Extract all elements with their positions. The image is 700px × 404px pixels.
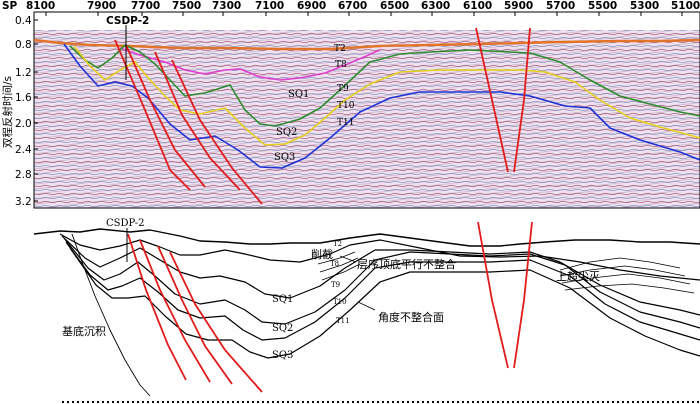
interp-horizon-t11 — [69, 247, 700, 359]
interpretation-labels: T2 T8 T9 T10 T11 SQ1 SQ2 SQ3 基底沉积 削截 层序顶… — [62, 240, 600, 361]
seafloor-line — [33, 228, 700, 247]
seismic-faults — [114, 27, 531, 205]
interp-fault — [157, 245, 233, 385]
sp-tick-label: 5500 — [588, 0, 617, 12]
sp-tick-label: 5700 — [546, 0, 575, 12]
time-tick-label: 1.6 — [15, 92, 32, 104]
time-tick-label: 2.4 — [15, 144, 32, 156]
seismic-section-panel — [33, 11, 700, 209]
note-onlap-pinchout: 上超尖灭 — [556, 269, 600, 283]
sp-tick-label: 6900 — [297, 0, 326, 12]
note-basement: 基底沉积 — [62, 324, 106, 338]
seismic-fault — [154, 51, 241, 191]
label-t10: T10 — [337, 101, 355, 111]
interpretation-well: CSDP-2 — [106, 218, 144, 262]
onlap-line — [559, 257, 681, 271]
interp-fault — [169, 251, 263, 393]
truncation-line — [317, 251, 356, 265]
sp-tick-label: 7500 — [172, 0, 201, 12]
interp-horizon-t9 — [63, 237, 700, 329]
label-t8: T8 — [335, 60, 347, 70]
sp-tick-label: 6300 — [421, 0, 450, 12]
sp-tick-label: 5900 — [504, 0, 533, 12]
note-truncation: 削截 — [311, 247, 333, 261]
interp-label-sq1: SQ1 — [272, 294, 293, 305]
seismic-fault — [475, 27, 509, 173]
interp-well-label: CSDP-2 — [106, 218, 144, 229]
label-sq3: SQ3 — [274, 152, 295, 163]
sp-tick-label: 5300 — [630, 0, 659, 12]
sp-tick-label: 6100 — [463, 0, 492, 12]
interp-horizon-t2 — [59, 233, 700, 281]
label-t9: T9 — [337, 84, 349, 94]
interp-fault — [139, 239, 211, 383]
horizon-t2-line — [33, 38, 700, 51]
seismic-data-texture-overlay — [34, 30, 700, 208]
seismic-well-label: CSDP-2 — [106, 15, 149, 27]
truncation-arrow-line — [339, 255, 357, 263]
interp-fault — [513, 221, 533, 369]
note-angular-unconformity: 角度不整合面 — [378, 310, 444, 324]
time-tick-label: 1.2 — [15, 67, 32, 79]
time-tick-label: 2.0 — [15, 118, 32, 130]
label-sq1: SQ1 — [288, 89, 309, 100]
basement-boundary — [71, 233, 151, 397]
seismic-fault — [125, 44, 206, 188]
onlap-line — [559, 265, 686, 277]
horizon-t9-line — [69, 44, 700, 127]
sp-tick-label: 5100 — [671, 0, 700, 12]
onlap-line — [564, 283, 695, 294]
truncation-line — [321, 263, 361, 281]
interp-label-t10: T10 — [333, 298, 347, 306]
time-tick-label: 2.8 — [15, 169, 32, 181]
interp-label-sq3: SQ3 — [272, 350, 293, 361]
interp-label-sq2: SQ2 — [272, 323, 293, 334]
angular-unconformity-arrow-line — [357, 301, 376, 311]
sp-tick-label: 7100 — [255, 0, 284, 12]
interp-fault — [127, 233, 187, 381]
seismic-horizons — [33, 38, 700, 169]
label-t2: T2 — [334, 44, 346, 54]
label-t11: T11 — [337, 118, 354, 128]
sp-axis: SP 8100 7900 7700 7500 7300 7100 6900 67… — [2, 0, 700, 16]
note-parallel-unconformity: 层序顶底平行不整合 — [357, 257, 456, 271]
interp-label-t9: T9 — [331, 281, 340, 289]
time-tick-label: 3.2 — [15, 196, 32, 208]
horizon-t8-line — [119, 47, 381, 81]
sp-tick-label: 8100 — [26, 0, 55, 12]
sp-tick-label: 7700 — [131, 0, 160, 12]
onlap-strokes — [559, 257, 695, 294]
interp-fault — [477, 221, 509, 369]
seismic-fault — [114, 39, 191, 191]
seismic-section-frame — [33, 11, 700, 209]
seismic-fault — [171, 59, 263, 205]
sp-tick-label: 6700 — [338, 0, 367, 12]
sp-tick-label: 6500 — [380, 0, 409, 12]
horizon-t10-line — [73, 45, 700, 146]
seismic-horizon-labels: T2 T8 T9 T10 T11 SQ1 SQ2 SQ3 — [274, 44, 355, 163]
sp-tick-label: 7900 — [87, 0, 116, 12]
onlap-line — [561, 273, 691, 285]
seismic-fault — [513, 27, 531, 173]
truncation-strokes — [317, 251, 376, 311]
interp-label-t11: T11 — [336, 317, 350, 325]
time-axis-title: 双程反射时间/s — [1, 76, 14, 148]
sp-tick-label: 7300 — [212, 0, 241, 12]
time-tick-label: 0.4 — [15, 15, 32, 27]
interpretation-faults — [127, 221, 533, 393]
seismic-well: CSDP-2 — [106, 15, 149, 80]
time-tick-label: 0.8 — [15, 39, 32, 51]
time-axis: 双程反射时间/s 0.4 0.8 1.2 1.6 2.0 2.4 2.8 3.2 — [1, 15, 38, 208]
interp-label-t8: T8 — [330, 260, 339, 268]
interp-label-t2: T2 — [333, 240, 342, 248]
sp-axis-prefix: SP — [2, 0, 18, 12]
label-sq2: SQ2 — [276, 127, 297, 138]
